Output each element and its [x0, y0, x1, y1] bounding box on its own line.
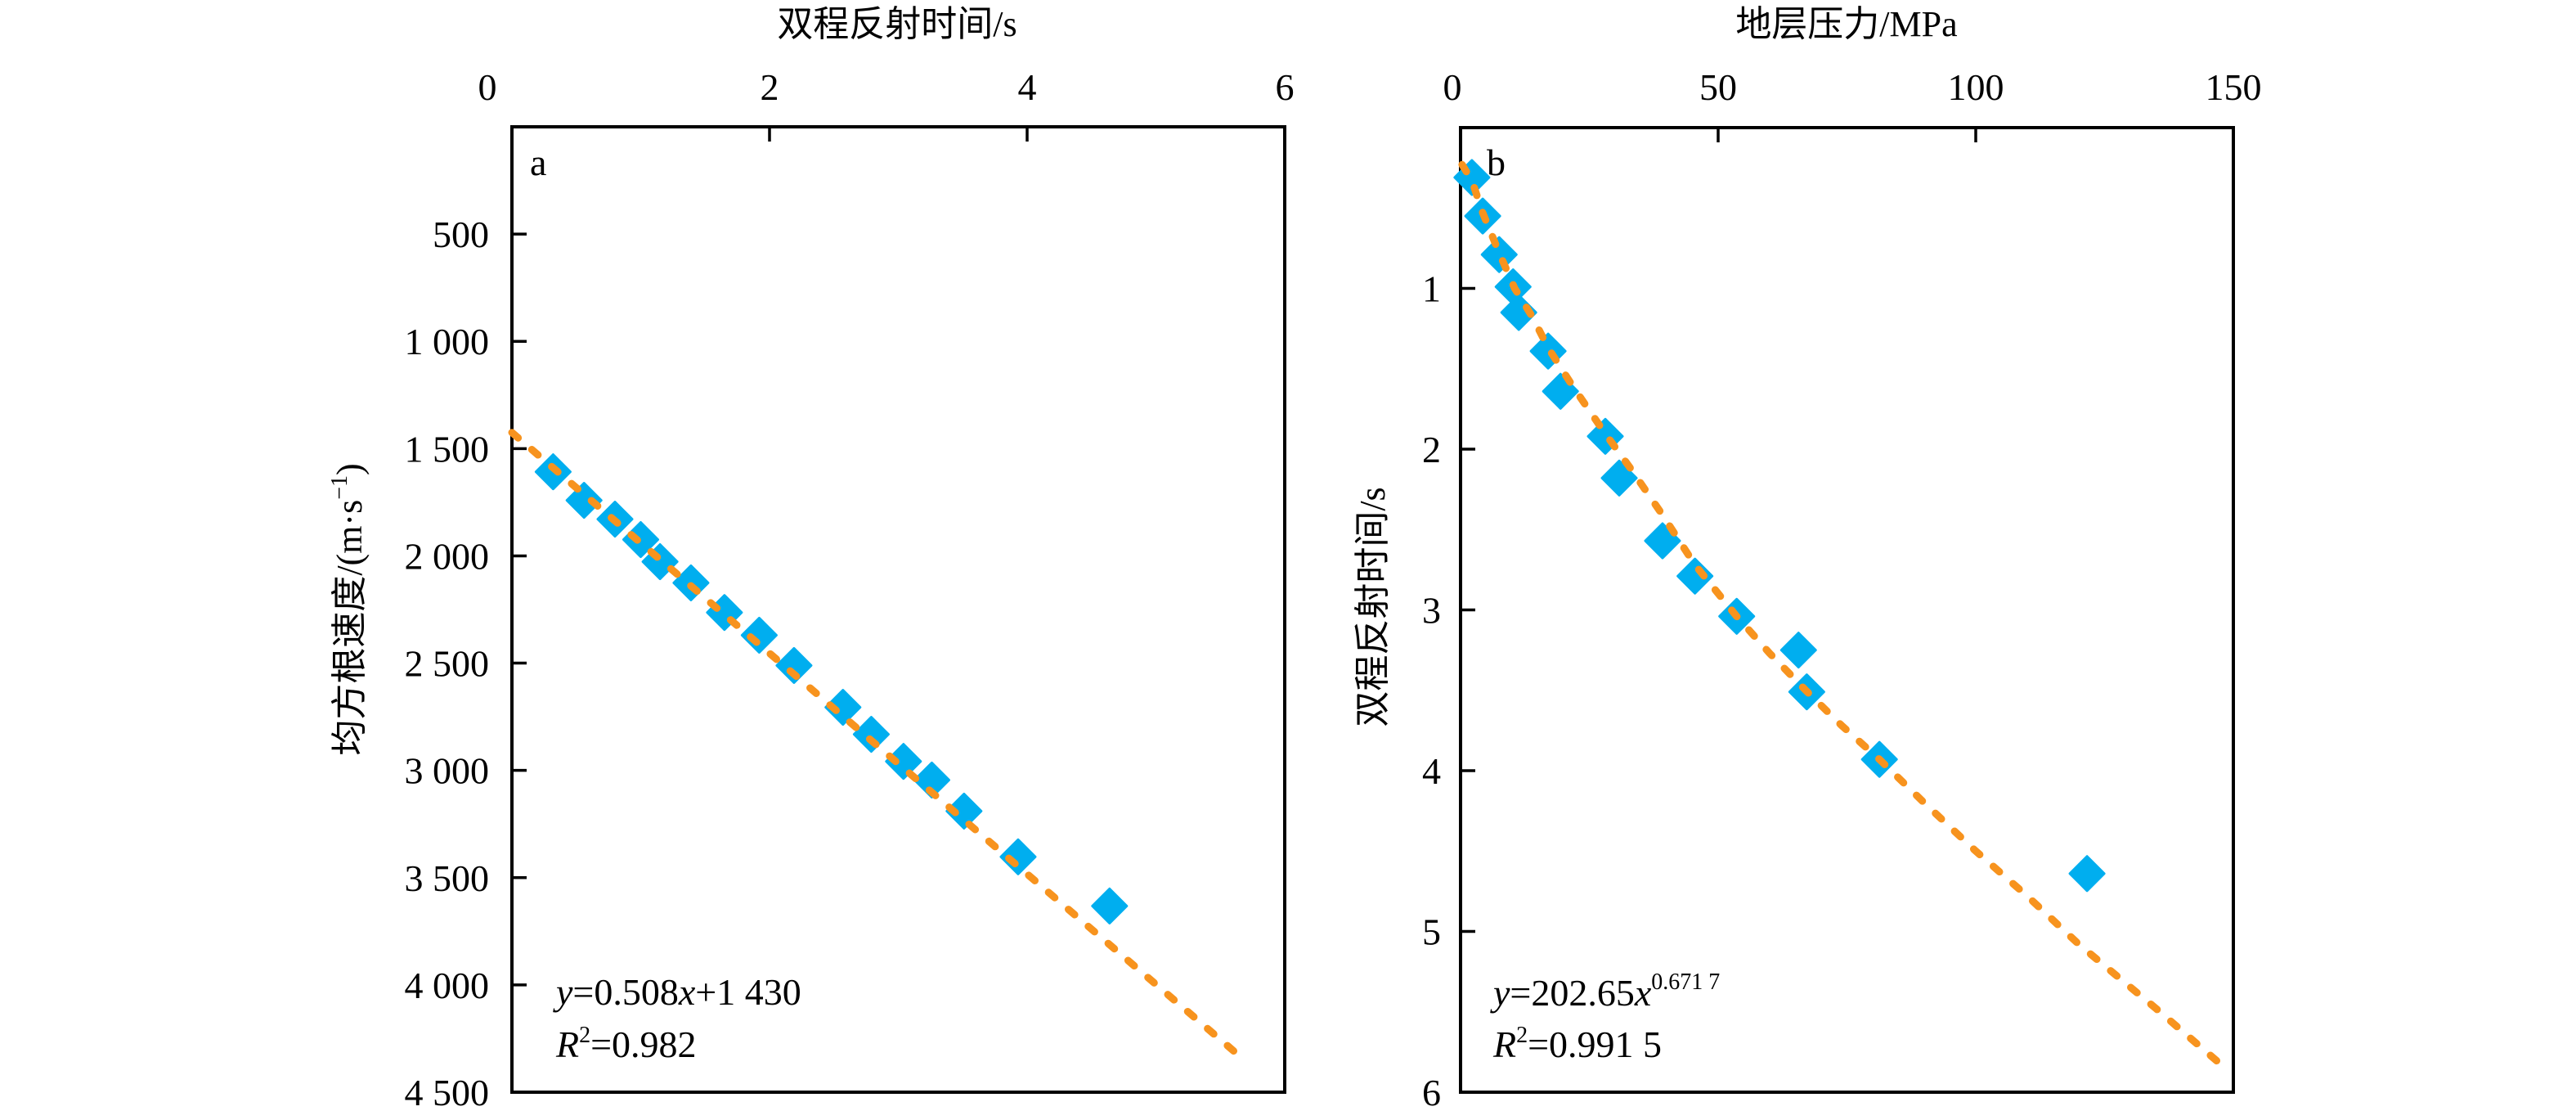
x-tick-label: 0 — [478, 66, 497, 108]
data-point — [775, 646, 813, 684]
x-tick-label: 4 — [1018, 66, 1037, 108]
y-tick-label: 1 — [1422, 268, 1441, 310]
y-tick-label: 3 500 — [405, 857, 490, 899]
panel-a-points — [534, 453, 1129, 924]
eq-b-exponent: 0.671 7 — [1651, 969, 1720, 995]
x-tick-label: 6 — [1276, 66, 1295, 108]
panel-a-fit-equation: y=0.508x+1 430 — [553, 971, 801, 1013]
data-point — [1779, 632, 1817, 669]
data-point — [824, 689, 862, 726]
panel-b-y-axis-title: 双程反射时间/s — [1353, 487, 1393, 726]
panel-b-x-axis-title: 地层压力/MPa — [1735, 4, 1957, 44]
eq-b-x: x — [1634, 972, 1652, 1014]
panel-a-y-axis-title: 均方根速度/(m·s−1) — [327, 463, 370, 755]
panel-a-plot-frame — [510, 125, 1286, 1094]
x-tick-label: 2 — [761, 66, 779, 108]
data-point — [740, 616, 778, 654]
eq-a-y: y — [553, 971, 573, 1013]
data-point — [1529, 332, 1567, 370]
y-tick-label: 3 000 — [405, 750, 490, 792]
y-tick-label: 1 500 — [405, 428, 490, 470]
panel-b-r-squared: R2=0.991 5 — [1492, 1023, 1662, 1065]
chart-panel-b: 地层压力/MPa 0 50 100 150 1 2 3 4 5 6 双程反射时间/s b y=2… — [1353, 4, 2262, 1113]
panel-b-points — [1453, 159, 2106, 893]
data-point — [2068, 855, 2106, 893]
y-tick-label: 4 000 — [405, 965, 490, 1006]
eq-a-rest: +1 430 — [695, 971, 801, 1013]
y-tick-label: 2 000 — [405, 535, 490, 577]
x-tick-label: 50 — [1699, 66, 1737, 108]
r2-b-rest: =0.991 5 — [1528, 1023, 1662, 1065]
y-tick-label: 500 — [433, 214, 489, 255]
panel-a-fit-line-group — [508, 429, 1245, 1061]
panel-a-x-axis-title: 双程反射时间/s — [777, 4, 1016, 44]
panel-b-y-ticks: 1 2 3 4 5 6 — [1422, 268, 1475, 1113]
r2-b-R: R — [1492, 1023, 1516, 1065]
data-point — [1091, 887, 1129, 924]
data-point — [852, 716, 890, 753]
y-tick-label: 1 000 — [405, 321, 490, 362]
data-point — [913, 761, 950, 798]
panel-a-x-ticks: 0 2 4 6 — [478, 66, 1295, 142]
y-tick-label: 3 — [1422, 590, 1441, 632]
y-tick-label: 2 — [1422, 429, 1441, 470]
panel-a-y-axis-title-tail: ) — [330, 463, 370, 475]
panel-b-fit-curve-group — [1458, 160, 2229, 1072]
eq-b-coef: =202.65 — [1510, 972, 1634, 1014]
data-point — [999, 838, 1037, 875]
panel-a-label: a — [530, 142, 546, 183]
r2-a-rest: =0.982 — [590, 1023, 696, 1065]
fit-line — [508, 429, 1245, 1061]
data-point — [1676, 557, 1714, 595]
y-tick-label: 4 — [1422, 750, 1441, 792]
r2-a-sup: 2 — [579, 1023, 590, 1048]
x-tick-label: 0 — [1443, 66, 1462, 108]
panel-a-y-axis-title-sup: −1 — [327, 475, 352, 500]
y-tick-label: 2 500 — [405, 643, 490, 685]
eq-b-y: y — [1490, 972, 1510, 1014]
panel-a-r-squared: R2=0.982 — [555, 1023, 697, 1065]
x-tick-label: 100 — [1948, 66, 2004, 108]
panel-b-plot-frame — [1459, 126, 2235, 1094]
panel-b-fit-equation: y=202.65x0.671 7 — [1490, 969, 1720, 1014]
y-tick-label: 6 — [1422, 1072, 1441, 1113]
panel-b-x-ticks: 0 50 100 150 — [1443, 66, 2262, 142]
chart-panel-a: 双程反射时间/s 0 2 4 6 500 1 000 1 500 2 000 2 500 3 0… — [327, 4, 1295, 1113]
panel-b-label: b — [1487, 142, 1506, 183]
y-tick-label: 5 — [1422, 911, 1441, 953]
r2-a-R: R — [555, 1023, 579, 1065]
panel-a-y-ticks: 500 1 000 1 500 2 000 2 500 3 000 3 500 4 000 4 … — [405, 214, 527, 1113]
y-tick-label: 4 500 — [405, 1072, 490, 1113]
r2-b-sup: 2 — [1516, 1023, 1528, 1048]
x-tick-label: 150 — [2206, 66, 2262, 108]
eq-a-x: x — [678, 971, 696, 1013]
panel-a-y-axis-title-main: 均方根速度/(m·s — [330, 500, 370, 756]
eq-a-coef: =0.508 — [572, 971, 678, 1013]
data-point — [1480, 236, 1518, 273]
fit-line — [1458, 160, 2229, 1072]
